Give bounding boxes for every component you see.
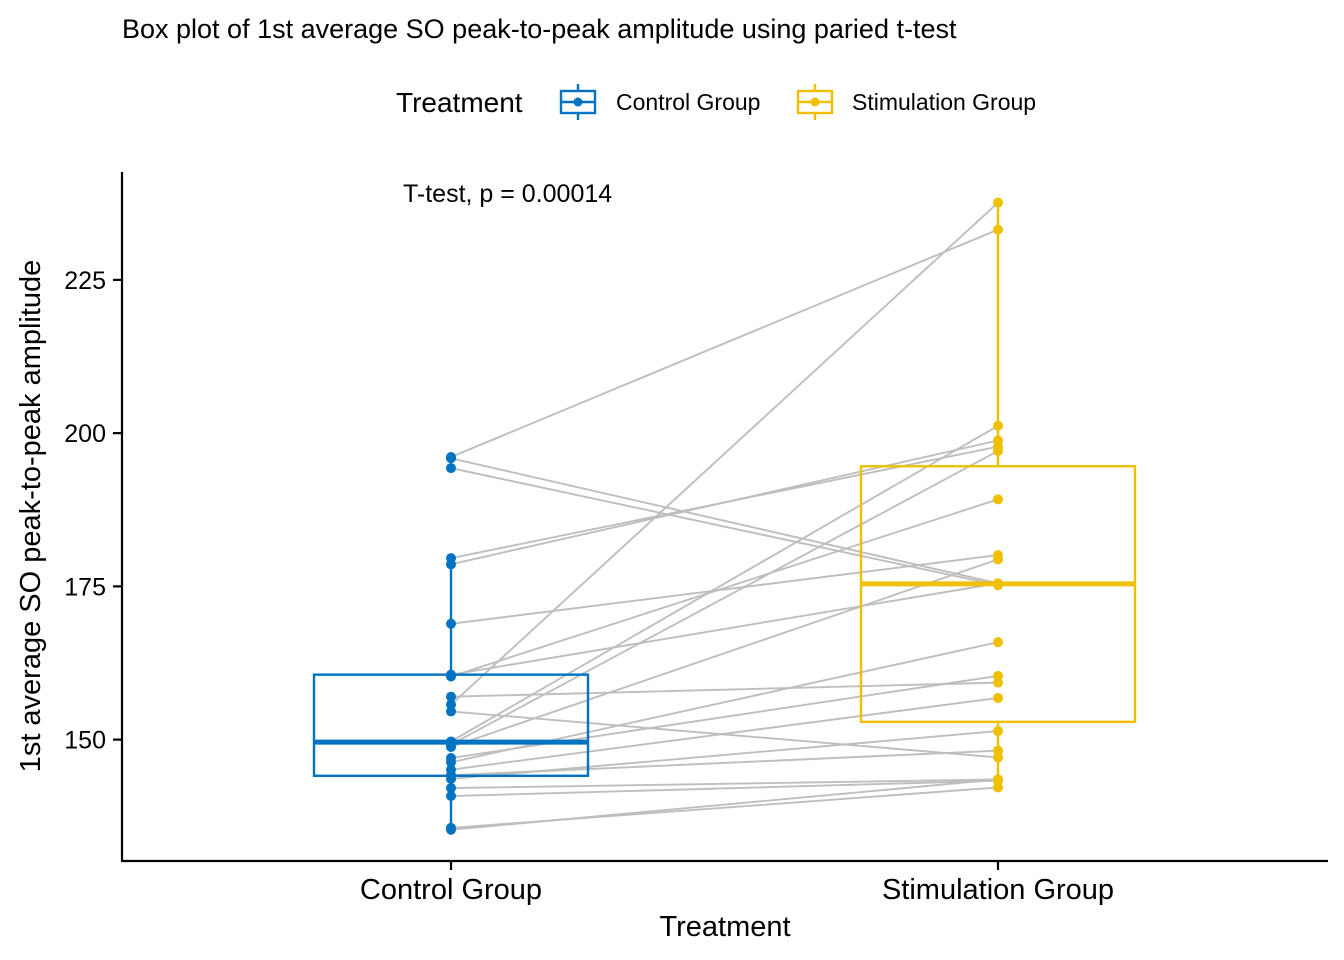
point-stimulation [993, 224, 1003, 235]
point-stimulation [993, 435, 1003, 446]
point-control [446, 463, 456, 474]
pair-line [450, 554, 999, 625]
point-stimulation [993, 494, 1003, 505]
pair-line [450, 778, 999, 790]
point-control [446, 791, 456, 802]
legend-label-stimulation: Stimulation Group [852, 89, 1036, 115]
point-stimulation [993, 692, 1003, 703]
pair-line [450, 674, 999, 759]
pair-line [450, 228, 999, 458]
y-tick-label: 200 [64, 420, 106, 448]
chart-title: Box plot of 1st average SO peak-to-peak … [122, 14, 957, 44]
point-stimulation [993, 420, 1003, 431]
x-axis-title: Treatment [659, 911, 790, 943]
t-test-annotation: T-test, p = 0.00014 [403, 180, 612, 208]
point-stimulation [993, 782, 1003, 793]
legend-title: Treatment [396, 87, 523, 118]
point-stimulation [993, 745, 1003, 756]
legend-label-control: Control Group [616, 89, 760, 115]
pair-line [450, 457, 999, 585]
point-control [446, 559, 456, 570]
point-control [446, 783, 456, 794]
pair-line [450, 424, 999, 743]
box-iqr [859, 465, 1137, 724]
x-tick-label: Stimulation Group [882, 874, 1114, 906]
pair-line [450, 582, 999, 676]
pair-line [450, 681, 999, 698]
point-control [446, 706, 456, 717]
axes [120, 172, 1328, 863]
pair-line [450, 558, 999, 748]
point-control [446, 741, 456, 752]
legend-key-control [559, 84, 597, 120]
pair-line [450, 730, 999, 780]
y-tick-label: 150 [64, 727, 106, 755]
point-stimulation [993, 726, 1003, 737]
pair-line [450, 450, 999, 746]
y-axis-title: 1st average SO peak-to-peak amplitude [15, 260, 47, 773]
point-control [446, 691, 456, 702]
y-tick-label: 175 [64, 573, 106, 601]
y-ticks: 150 175 200 225 [64, 267, 122, 755]
point-control [446, 453, 456, 464]
point-control [446, 618, 456, 629]
pair-line [450, 697, 999, 771]
pair-line [450, 779, 999, 797]
point-stimulation [993, 670, 1003, 681]
pair-line [450, 778, 999, 831]
x-ticks: Control Group Stimulation Group [360, 861, 1114, 906]
point-stimulation [993, 445, 1003, 456]
y-tick-label: 225 [64, 267, 106, 295]
point-control [446, 824, 456, 835]
pair-line [450, 439, 999, 566]
boxes [312, 202, 1137, 830]
point-control [446, 671, 456, 682]
point-stimulation [993, 637, 1003, 648]
point-control [446, 757, 456, 768]
points [446, 197, 1003, 835]
legend-key-stimulation [796, 84, 834, 120]
point-stimulation [993, 774, 1003, 785]
legend: Treatment Control Group Stimulation Grou… [396, 84, 1036, 120]
point-stimulation [993, 578, 1003, 589]
point-control [446, 773, 456, 784]
pair-lines [450, 201, 999, 831]
x-tick-label: Control Group [360, 874, 542, 906]
point-stimulation [993, 554, 1003, 565]
pair-line [450, 498, 999, 678]
point-stimulation [993, 197, 1003, 208]
pair-line [450, 201, 999, 706]
